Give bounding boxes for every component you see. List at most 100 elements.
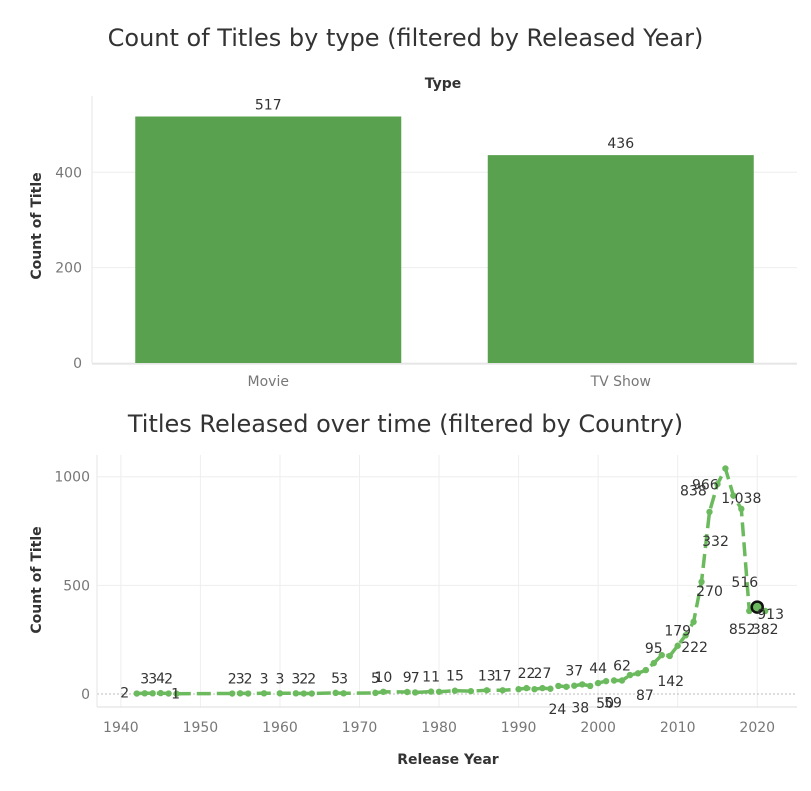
line-data-label: 87	[636, 688, 654, 704]
line-point	[276, 690, 284, 697]
line-point	[730, 492, 737, 499]
line-data-label: 13	[478, 668, 496, 684]
line-point	[531, 685, 538, 693]
line-point	[300, 690, 308, 697]
line-data-label: 3	[291, 671, 300, 687]
line-data-label: 3	[275, 671, 284, 687]
line-data-label: 5	[331, 671, 340, 687]
line-point	[539, 684, 546, 692]
line-data-label: 142	[657, 674, 684, 690]
bar-x-tick-label: Movie	[248, 374, 289, 390]
line-x-tick-label: 1950	[183, 720, 219, 736]
line-x-tick-label: 1940	[103, 720, 139, 736]
line-point	[515, 685, 522, 693]
bar-chart: Type Count of Title 0 200 400 517 Movie 436 TV…	[29, 76, 797, 390]
line-data-label: 38	[571, 700, 589, 716]
line-data-label: 516	[731, 575, 758, 591]
line-point	[483, 687, 490, 694]
line-data-label: 2	[120, 686, 129, 702]
line-data-label: 3	[148, 671, 157, 687]
line-data-label: 2	[307, 672, 316, 688]
line-point	[451, 687, 459, 694]
line-point	[555, 682, 562, 690]
line-x-tick-label: 1970	[342, 720, 378, 736]
bar-y-tick-label: 400	[55, 165, 82, 181]
line-x-tick-label: 1960	[262, 720, 298, 736]
line-data-label: 382	[752, 622, 779, 638]
line-point	[626, 671, 634, 679]
line-point	[722, 465, 729, 472]
line-highlight-point	[750, 600, 764, 614]
line-point	[173, 690, 180, 697]
bar-chart-header: Type	[425, 76, 462, 92]
line-data-label: 62	[613, 658, 631, 674]
line-point	[586, 682, 594, 690]
line-data-label: 3	[140, 671, 149, 687]
line-x-tick-label: 2000	[580, 720, 616, 736]
line-point	[133, 690, 140, 697]
line-data-label: 3	[339, 671, 348, 687]
line-point	[634, 670, 642, 677]
bar-chart-title: Count of Titles by type (filtered by Rel…	[107, 24, 704, 52]
line-point	[571, 682, 578, 689]
line-point	[435, 688, 443, 695]
line-point	[738, 505, 745, 513]
line-data-label: 222	[681, 640, 708, 656]
line-point	[165, 690, 172, 697]
line-data-label: 59	[604, 695, 622, 711]
line-point	[404, 688, 411, 696]
line-point	[594, 679, 602, 687]
line-point	[682, 632, 689, 639]
line-point	[579, 681, 586, 688]
line-point	[658, 651, 665, 659]
line-point	[523, 684, 530, 692]
line-point	[666, 652, 673, 660]
line-data-label: 15	[446, 669, 464, 685]
bar-y-tick-label: 200	[55, 261, 82, 277]
line-data-label: 22	[518, 666, 536, 682]
line-data-label: 179	[664, 624, 691, 640]
line-data-label: 37	[565, 664, 583, 680]
line-point	[260, 690, 268, 697]
line-point	[602, 677, 610, 685]
line-y-tick-label: 0	[81, 687, 90, 703]
line-data-label: 5	[371, 671, 380, 687]
line-data-label: 4	[156, 671, 165, 687]
line-point	[236, 690, 244, 697]
line-data-label: 7	[411, 670, 420, 686]
line-x-tick-label: 2010	[660, 720, 696, 736]
line-point	[411, 689, 419, 696]
line-data-label: 913	[757, 607, 784, 623]
line-point	[340, 690, 347, 697]
line-x-tick-label: 2020	[739, 720, 775, 736]
line-point	[674, 642, 681, 649]
line-data-label: 966	[692, 478, 719, 494]
line-data-label: 2	[228, 672, 237, 688]
bar-data-label: 436	[607, 136, 634, 152]
line-point	[650, 659, 658, 667]
bar-x-tick-label: TV Show	[590, 374, 651, 390]
line-point	[244, 690, 252, 697]
line-point	[141, 690, 148, 697]
line-data-label: 3	[260, 671, 269, 687]
line-data-label: 3	[236, 671, 245, 687]
line-chart-y-axis-title: Count of Title	[29, 526, 45, 633]
line-point	[761, 607, 769, 615]
line-data-label: 1	[171, 687, 180, 703]
line-point	[714, 480, 721, 488]
bar-chart-y-axis-title: Count of Title	[29, 172, 45, 279]
line-point	[706, 508, 713, 516]
line-data-label: 838	[680, 483, 707, 499]
line-data-label: 2	[164, 672, 173, 688]
line-point	[610, 677, 618, 684]
line-x-tick-label: 1990	[501, 720, 537, 736]
line-data-label: 11	[422, 670, 440, 686]
line-data-label: 27	[534, 666, 552, 682]
line-point	[157, 689, 164, 697]
bar-y-tick-label: 0	[73, 356, 82, 372]
line-point	[746, 607, 753, 615]
line-point	[427, 688, 435, 695]
line-x-tick-label: 1980	[421, 720, 457, 736]
line-point	[149, 690, 156, 697]
